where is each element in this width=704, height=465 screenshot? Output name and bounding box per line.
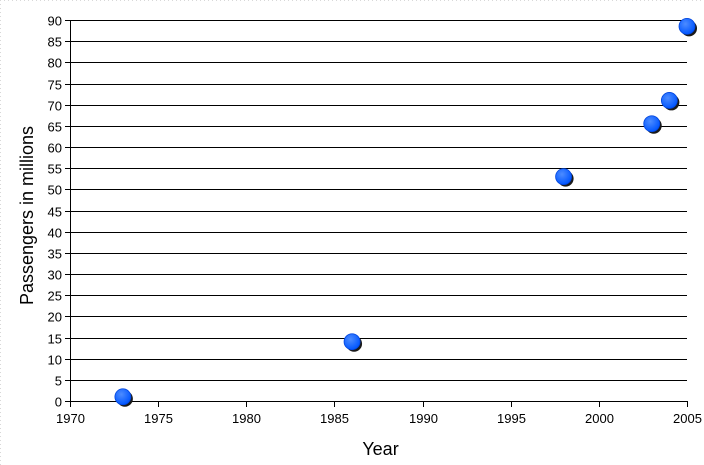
y-axis-title: Passengers in millions [17,126,37,305]
data-point [643,115,661,133]
x-tick-label: 1985 [320,411,349,426]
y-tick-label: 10 [48,353,62,368]
y-tick-label: 90 [48,14,62,29]
y-tick-label: 25 [48,289,62,304]
data-point [678,17,696,35]
x-tick-label: 1980 [232,411,261,426]
y-tick-label: 40 [48,226,62,241]
y-tick-label: 5 [55,374,62,389]
x-tick-label: 1995 [497,411,526,426]
y-tick-label: 85 [48,35,62,50]
y-tick-label: 50 [48,183,62,198]
x-tick-label: 2005 [673,411,702,426]
y-tick-label: 65 [48,120,62,135]
x-axis-title: Year [362,439,398,459]
y-tick-label: 35 [48,247,62,262]
data-point [660,92,678,109]
x-axis-ticks: 1970 1975 1980 1985 1990 1995 2000 2005 [56,401,702,426]
y-tick-label: 45 [48,205,62,220]
y-tick-label: 30 [48,268,62,283]
y-tick-label: 20 [48,310,62,325]
y-tick-label: 70 [48,99,62,114]
data-points [114,17,697,407]
data-point [555,168,572,186]
x-tick-label: 1970 [56,411,85,426]
y-tick-label: 75 [48,78,62,93]
y-tick-label: 55 [48,162,62,177]
x-tick-label: 2000 [585,411,614,426]
y-tick-label: 15 [48,332,62,347]
y-tick-label: 60 [48,141,62,156]
data-point [114,388,132,406]
x-tick-label: 1975 [144,411,173,426]
y-tick-label: 0 [55,395,62,410]
axes [65,20,687,407]
x-tick-label: 1990 [409,411,438,426]
data-point [343,333,361,351]
y-tick-label: 80 [48,56,62,71]
y-axis-ticks: 0 5 10 15 20 25 30 35 40 45 50 55 60 65 70 75 80 85 90 [48,14,70,410]
